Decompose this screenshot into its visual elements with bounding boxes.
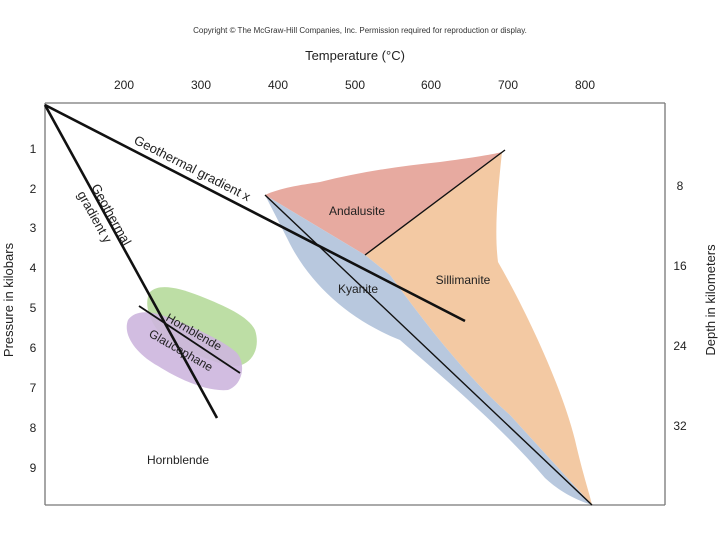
pressure-axis-title: Pressure in kilobars: [1, 242, 16, 357]
tick-p1: 1: [30, 142, 37, 156]
sillimanite-label: Sillimanite: [436, 273, 491, 287]
tick-500: 500: [345, 78, 365, 92]
tick-p3: 3: [30, 221, 37, 235]
pressure-ticks: 1 2 3 4 5 6 7 8 9: [30, 142, 37, 475]
copyright-notice: Copyright © The McGraw-Hill Companies, I…: [193, 26, 527, 35]
tick-p6: 6: [30, 341, 37, 355]
geothermal-gradient-x-line: [44, 103, 466, 323]
temperature-ticks: 200 300 400 500 600 700 800: [114, 78, 595, 92]
hornblende-glaucophane-boundary: [138, 305, 241, 374]
tick-300: 300: [191, 78, 211, 92]
geothermal-gradient-x-label: Geothermal gradient x: [132, 132, 254, 204]
geothermal-gradient-y-line: [43, 104, 219, 419]
tick-800: 800: [575, 78, 595, 92]
tick-d32: 32: [673, 419, 687, 433]
tick-d24: 24: [673, 339, 687, 353]
andalusite-sillimanite-boundary: [364, 149, 506, 256]
tick-p4: 4: [30, 261, 37, 275]
tick-p5: 5: [30, 301, 37, 315]
kyanite-label: Kyanite: [338, 282, 378, 296]
andalusite-label: Andalusite: [329, 204, 385, 218]
tick-400: 400: [268, 78, 288, 92]
tick-d8: 8: [677, 179, 684, 193]
hornblende-label: Hornblende: [147, 453, 209, 467]
tick-d16: 16: [673, 259, 687, 273]
tick-600: 600: [421, 78, 441, 92]
tick-p7: 7: [30, 381, 37, 395]
depth-ticks: 8 16 24 32: [673, 179, 687, 433]
glaucophane-field: [126, 312, 243, 391]
tick-p8: 8: [30, 421, 37, 435]
depth-axis-title: Depth in kilometers: [703, 244, 718, 356]
temperature-axis-title: Temperature (°C): [305, 48, 405, 63]
hornblende-field: [147, 287, 257, 366]
sillimanite-field: [365, 152, 592, 505]
tick-200: 200: [114, 78, 134, 92]
andalusite-field: [265, 152, 502, 255]
tick-700: 700: [498, 78, 518, 92]
tick-p2: 2: [30, 182, 37, 196]
tick-p9: 9: [30, 461, 37, 475]
